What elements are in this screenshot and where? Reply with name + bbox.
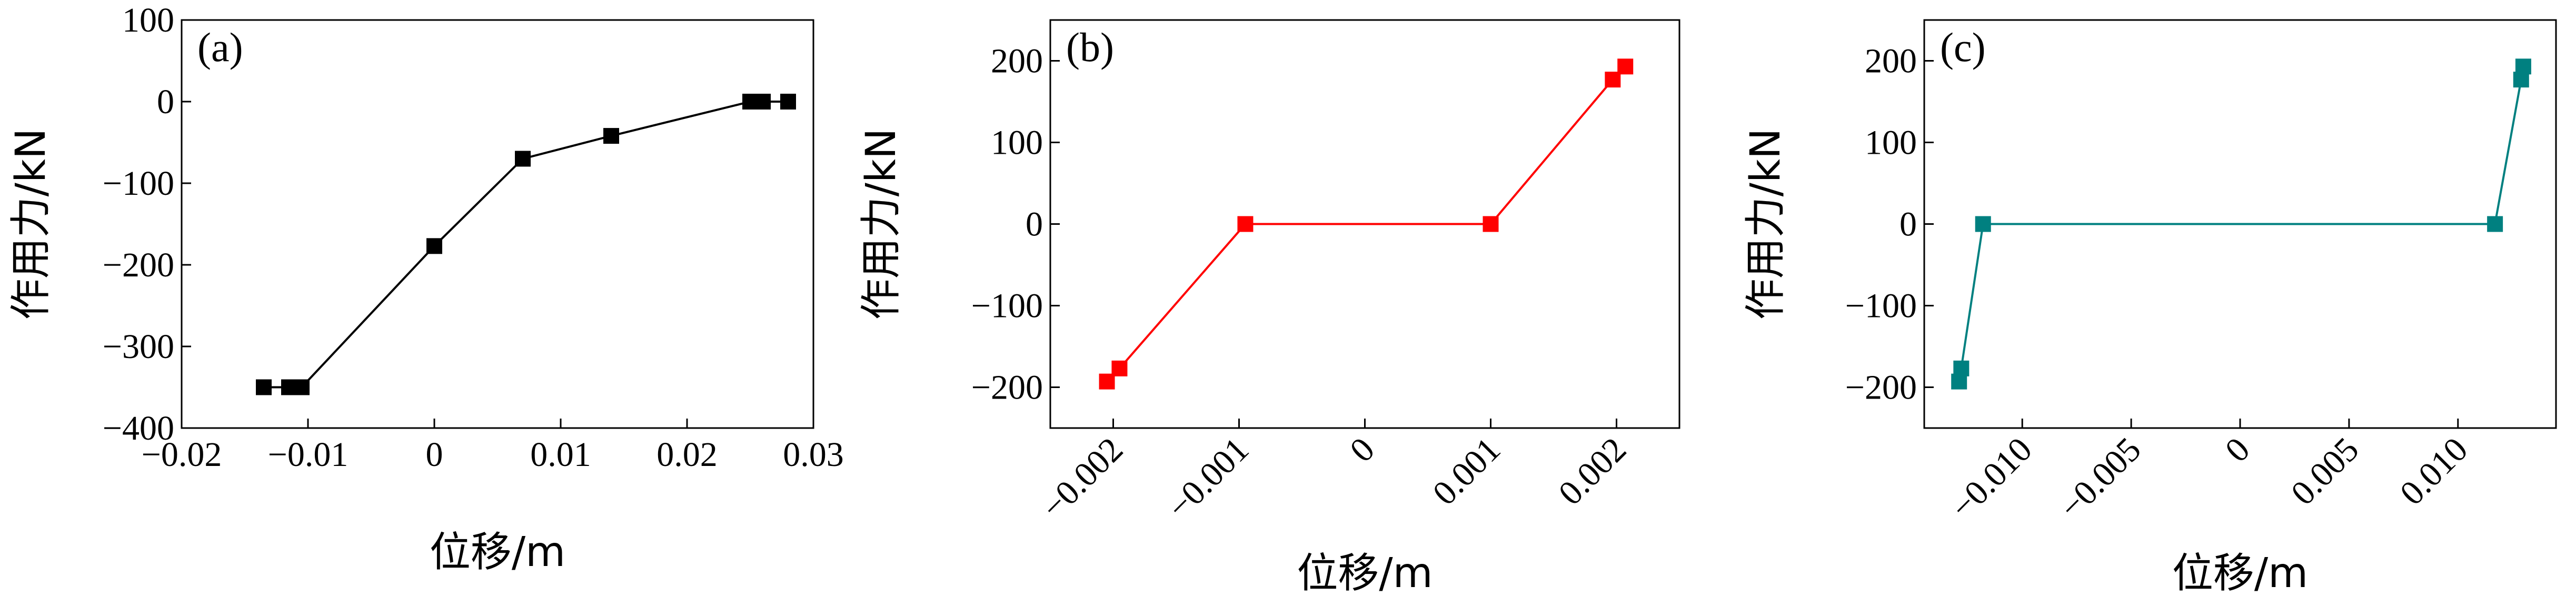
y-tick-label: −400 — [103, 409, 174, 448]
data-point — [1237, 216, 1254, 232]
y-tick-label: 0 — [1899, 205, 1917, 244]
series-line — [1958, 66, 2524, 382]
x-tick-label: 0.02 — [657, 435, 718, 474]
x-tick-label: 0.001 — [1425, 430, 1508, 513]
x-tick-label: 0.002 — [1551, 430, 1634, 513]
data-point — [426, 238, 442, 254]
panel-label: (b) — [1066, 24, 1114, 70]
data-point — [515, 151, 531, 167]
series-line — [1106, 66, 1626, 382]
x-axis-label: 位移/m — [430, 529, 565, 576]
x-tick-label: 0.03 — [783, 435, 844, 474]
plot-frame — [181, 19, 814, 429]
y-tick-label: −100 — [971, 287, 1043, 325]
data-point — [294, 379, 310, 395]
y-tick-label: 100 — [122, 1, 174, 39]
x-axis-label: 位移/m — [2172, 550, 2308, 596]
y-tick-label: 100 — [991, 124, 1043, 162]
data-point — [2515, 58, 2531, 75]
data-point — [603, 128, 619, 144]
data-point — [1617, 58, 1634, 75]
y-axis-label: 作用力/kN — [7, 128, 55, 320]
series-line — [264, 101, 788, 389]
x-tick-label: 0 — [2218, 430, 2257, 470]
y-tick-label: 200 — [1865, 42, 1917, 81]
y-tick-label: −200 — [971, 369, 1043, 407]
data-point — [780, 94, 796, 110]
x-tick-label: −0.01 — [268, 435, 349, 474]
x-axis-label: 位移/m — [1297, 550, 1433, 596]
data-point — [1975, 216, 1991, 232]
y-tick-label: 100 — [1865, 124, 1917, 162]
x-tick-label: 0.01 — [530, 435, 591, 474]
x-tick-label: 0 — [1342, 430, 1382, 470]
y-axis-label: 作用力/kN — [1742, 128, 1789, 320]
x-tick-label: −0.02 — [142, 435, 222, 474]
y-tick-label: 0 — [1026, 205, 1043, 244]
panel-label: (c) — [1940, 24, 1986, 70]
x-tick-label: 0.005 — [2284, 430, 2366, 513]
x-tick-label: −0.010 — [1943, 430, 2040, 527]
y-tick-label: −300 — [103, 327, 174, 366]
data-point — [2487, 216, 2503, 232]
x-tick-label: −0.001 — [1160, 430, 1256, 527]
y-tick-label: 0 — [157, 83, 174, 121]
panel-label: (a) — [197, 24, 243, 70]
y-tick-label: −100 — [103, 164, 174, 203]
data-point — [256, 379, 272, 395]
x-tick-label: −0.002 — [1034, 430, 1130, 527]
chart-panel-b: −0.002 −0.001 0 0.001 0.002 −200 −100 0 100 200 位移… — [858, 19, 1680, 596]
x-tick-label: 0 — [426, 435, 443, 474]
chart-panel-c: −0.010 −0.005 0 0.005 0.010 −200 −100 0 100 200 位移… — [1742, 19, 2557, 596]
data-point — [1953, 360, 1970, 376]
data-point — [1111, 360, 1128, 376]
y-axis-label: 作用力/kN — [858, 128, 905, 320]
y-tick-label: −200 — [103, 246, 174, 284]
x-tick-label: −0.005 — [2052, 430, 2149, 527]
y-tick-label: −200 — [1845, 369, 1917, 407]
data-point — [1483, 216, 1499, 232]
y-tick-label: 200 — [991, 42, 1043, 81]
x-tick-label: 0.010 — [2393, 430, 2475, 513]
y-tick-label: −100 — [1845, 287, 1917, 325]
data-point — [755, 94, 771, 110]
chart-panel-a: −0.02 −0.01 0 0.01 0.02 0.03 −400 −300 −200 −100 0… — [7, 1, 844, 576]
